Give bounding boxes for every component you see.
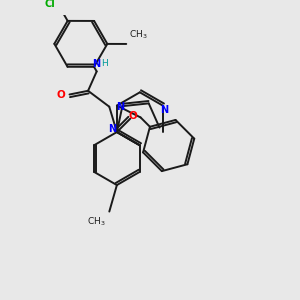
Text: N: N (117, 103, 125, 112)
Text: H: H (101, 58, 108, 68)
Text: N: N (93, 58, 101, 69)
Text: CH$_3$: CH$_3$ (87, 215, 106, 228)
Text: Cl: Cl (45, 0, 56, 10)
Text: O: O (129, 111, 137, 121)
Text: CH$_3$: CH$_3$ (129, 28, 148, 41)
Text: N: N (160, 105, 169, 115)
Text: O: O (57, 89, 66, 100)
Text: N: N (108, 124, 116, 134)
